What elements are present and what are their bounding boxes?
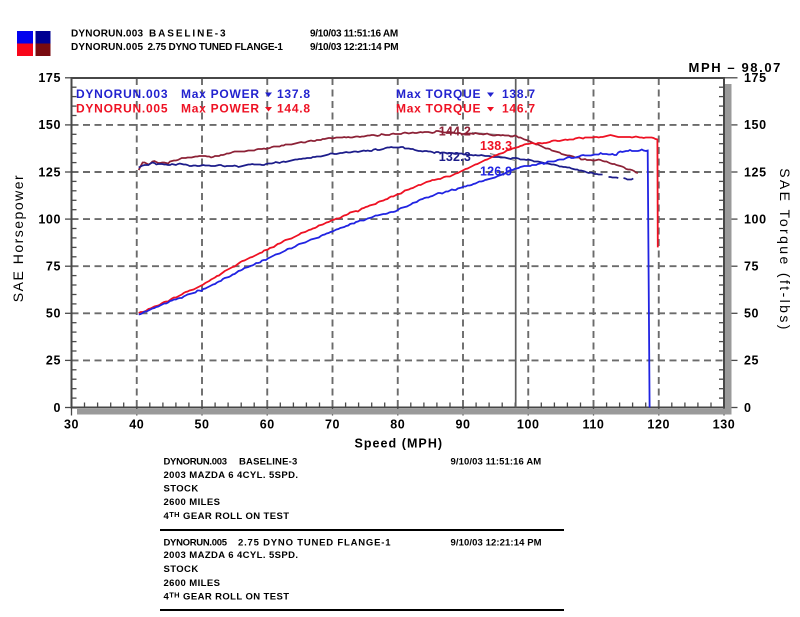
- svg-text:75: 75: [46, 260, 61, 274]
- svg-text:150: 150: [744, 118, 767, 132]
- svg-text:9/10/03 12:21:14 PM: 9/10/03 12:21:14 PM: [451, 538, 542, 549]
- svg-text:STOCK: STOCK: [164, 484, 199, 495]
- svg-text:Max TORQUE: Max TORQUE: [396, 87, 481, 101]
- svg-text:125: 125: [744, 165, 767, 179]
- svg-text:138.7: 138.7: [502, 87, 536, 101]
- svg-text:BASELINE-3: BASELINE-3: [149, 29, 227, 40]
- svg-text:90: 90: [455, 418, 470, 432]
- svg-text:STOCK: STOCK: [164, 564, 199, 575]
- svg-text:DYNORUN.003: DYNORUN.003: [76, 87, 168, 101]
- svg-text:130: 130: [713, 418, 736, 432]
- svg-text:DYNORUN.003: DYNORUN.003: [71, 29, 143, 40]
- svg-text:2.75 DYNO TUNED FLANGE-1: 2.75 DYNO TUNED FLANGE-1: [148, 42, 284, 53]
- svg-text:175: 175: [744, 71, 767, 85]
- svg-text:2600 MILES: 2600 MILES: [164, 578, 221, 589]
- svg-text:9/10/03 11:51:16 AM: 9/10/03 11:51:16 AM: [451, 457, 542, 468]
- svg-text:120: 120: [647, 418, 670, 432]
- svg-text:BASELINE-3: BASELINE-3: [239, 457, 297, 468]
- svg-text:2600 MILES: 2600 MILES: [164, 497, 221, 508]
- svg-text:25: 25: [744, 354, 759, 368]
- svg-text:150: 150: [38, 118, 61, 132]
- svg-text:100: 100: [38, 212, 61, 226]
- svg-text:144.2: 144.2: [439, 125, 471, 139]
- svg-text:9/10/03 12:21:14 PM: 9/10/03 12:21:14 PM: [310, 42, 398, 53]
- svg-text:50: 50: [194, 418, 209, 432]
- svg-text:2003 MAZDA 6 4CYL. 5SPD.: 2003 MAZDA 6 4CYL. 5SPD.: [164, 470, 299, 481]
- svg-text:Max POWER: Max POWER: [181, 102, 260, 116]
- svg-text:MPH – 98.07: MPH – 98.07: [689, 60, 782, 75]
- svg-text:DYNORUN.005: DYNORUN.005: [164, 538, 228, 549]
- svg-text:4TH GEAR ROLL ON TEST: 4TH GEAR ROLL ON TEST: [164, 591, 290, 603]
- svg-text:2.75 DYNO TUNED FLANGE-1: 2.75 DYNO TUNED FLANGE-1: [238, 538, 391, 549]
- svg-text:175: 175: [38, 71, 61, 85]
- svg-text:110: 110: [583, 418, 605, 432]
- svg-text:50: 50: [46, 307, 61, 321]
- svg-text:DYNORUN.003: DYNORUN.003: [164, 457, 227, 468]
- svg-text:137.8: 137.8: [277, 87, 311, 101]
- svg-text:138.3: 138.3: [480, 139, 512, 153]
- svg-text:Speed (MPH): Speed (MPH): [354, 437, 443, 451]
- svg-text:9/10/03 11:51:16 AM: 9/10/03 11:51:16 AM: [310, 29, 398, 40]
- svg-text:SAE Torque (ft-lbs): SAE Torque (ft-lbs): [777, 168, 793, 332]
- svg-text:126.9: 126.9: [480, 165, 512, 179]
- svg-text:25: 25: [46, 354, 61, 368]
- svg-text:125: 125: [38, 165, 61, 179]
- svg-text:30: 30: [64, 418, 79, 432]
- svg-text:60: 60: [260, 418, 275, 432]
- svg-text:Max POWER: Max POWER: [181, 87, 260, 101]
- svg-text:SAE Horsepower: SAE Horsepower: [10, 174, 26, 302]
- svg-text:0: 0: [744, 401, 752, 415]
- svg-text:70: 70: [325, 418, 340, 432]
- svg-text:0: 0: [53, 401, 61, 415]
- svg-text:75: 75: [744, 260, 759, 274]
- svg-text:DYNORUN.005: DYNORUN.005: [71, 42, 143, 53]
- svg-text:4TH GEAR ROLL ON TEST: 4TH GEAR ROLL ON TEST: [164, 510, 290, 522]
- svg-text:80: 80: [390, 418, 405, 432]
- svg-text:144.8: 144.8: [277, 102, 311, 116]
- svg-text:2003 MAZDA 6 4CYL. 5SPD.: 2003 MAZDA 6 4CYL. 5SPD.: [164, 550, 299, 561]
- svg-text:Max TORQUE: Max TORQUE: [396, 102, 481, 116]
- svg-text:DYNORUN.005: DYNORUN.005: [76, 102, 168, 116]
- svg-text:132.3: 132.3: [439, 150, 471, 164]
- svg-text:146.7: 146.7: [502, 102, 536, 116]
- svg-text:40: 40: [129, 418, 144, 432]
- svg-text:100: 100: [517, 418, 540, 432]
- svg-text:100: 100: [744, 212, 767, 226]
- svg-text:50: 50: [744, 307, 759, 321]
